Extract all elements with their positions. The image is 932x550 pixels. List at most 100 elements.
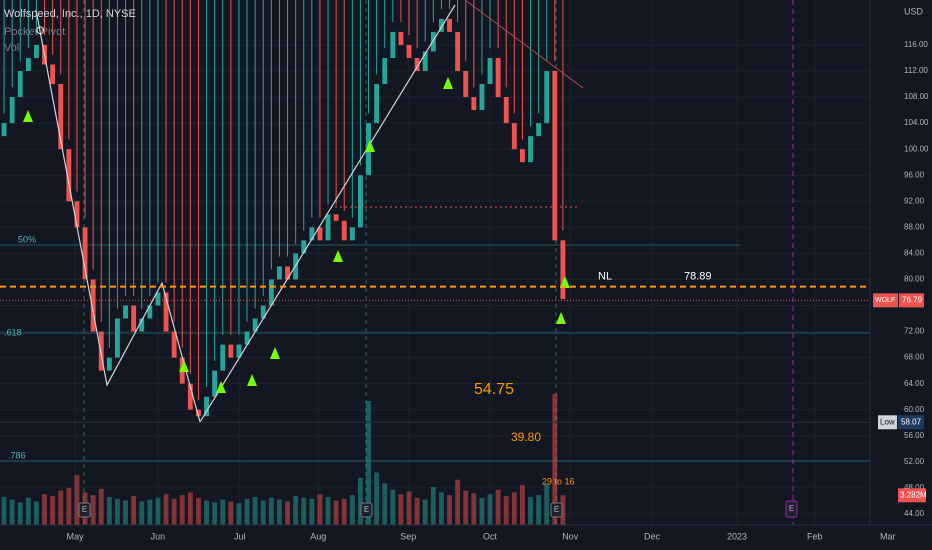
candle-body xyxy=(204,396,209,417)
volume-bar xyxy=(220,499,226,525)
volume-bar xyxy=(285,501,290,525)
grid xyxy=(0,0,889,525)
volume-bar xyxy=(66,487,72,525)
annotation: 39.80 xyxy=(511,430,541,444)
candle-body xyxy=(438,18,444,32)
volume-bar xyxy=(228,501,234,525)
candle-body xyxy=(390,31,396,58)
volume-bar xyxy=(495,489,501,525)
candle-body xyxy=(115,318,120,358)
volume-bar xyxy=(252,496,258,525)
volume-bar xyxy=(317,494,323,525)
y-tick-label: 100.00 xyxy=(904,144,929,153)
candle-body xyxy=(147,305,153,319)
volume-bar xyxy=(471,493,477,525)
candle-body xyxy=(82,227,88,280)
x-tick-label: Dec xyxy=(644,531,661,541)
levels: NL 78.89 xyxy=(0,271,870,423)
candle-body xyxy=(398,31,404,45)
candle-body xyxy=(98,331,104,371)
volume xyxy=(1,393,566,525)
candle-body xyxy=(212,370,218,397)
volume-bar xyxy=(447,495,452,525)
volume-bar xyxy=(123,500,128,525)
candle-body xyxy=(171,331,177,358)
volume-bar xyxy=(115,498,120,525)
volume-bar xyxy=(519,485,525,525)
y-tick-label: 92.00 xyxy=(904,196,925,205)
neckline-value: 78.89 xyxy=(684,271,712,283)
low-value-tag xyxy=(898,415,924,430)
volume-tag xyxy=(898,488,926,503)
earnings-marker-label: E xyxy=(364,505,369,514)
x-tick-label: May xyxy=(66,531,84,541)
pivot-marker xyxy=(179,360,189,372)
y-tick-label: 60.00 xyxy=(904,405,925,414)
fib-label: .618 xyxy=(4,327,22,337)
volume-bar xyxy=(179,495,185,525)
indicator-label: Vol xyxy=(4,42,19,54)
y-tick-label: 112.00 xyxy=(904,66,928,75)
pivot-marker xyxy=(560,276,570,288)
annotation: 29 to 16 xyxy=(542,476,575,486)
volume-bar xyxy=(131,496,137,525)
candle-body xyxy=(374,84,380,124)
candle-body xyxy=(503,97,509,124)
low-tag xyxy=(878,415,897,430)
volume-bar xyxy=(503,496,509,525)
candle-body xyxy=(430,31,436,52)
candle-body xyxy=(34,44,39,58)
volume-bar xyxy=(171,498,177,525)
x-tick-label: Jun xyxy=(151,531,166,541)
candle-body xyxy=(277,266,282,280)
symbol-tag xyxy=(873,293,898,308)
candle-body xyxy=(301,240,307,254)
candle-body xyxy=(58,84,64,150)
y-tick-label: 84.00 xyxy=(904,248,925,257)
volume-bar xyxy=(382,483,388,525)
y-tick-label: 116.00 xyxy=(904,40,928,49)
volume-bar xyxy=(155,497,161,525)
pivot-marker xyxy=(270,347,280,359)
candle-body xyxy=(252,318,258,332)
y-tick-label: 64.00 xyxy=(904,379,925,388)
candle-body xyxy=(220,344,226,371)
volume-bar xyxy=(309,498,315,525)
candle-body xyxy=(333,214,339,221)
volume-bar xyxy=(349,495,355,525)
candle-body xyxy=(244,331,250,345)
trendline xyxy=(35,4,456,424)
x-tick-label: Mar xyxy=(880,531,896,541)
y-tick-label: 108.00 xyxy=(904,92,929,101)
volume-bar xyxy=(544,483,550,525)
volume-bar xyxy=(74,475,80,525)
volume-bar xyxy=(455,479,461,525)
candle-body xyxy=(511,123,517,150)
candle-body xyxy=(131,305,137,332)
volume-bar xyxy=(358,477,363,525)
x-tick-label: Jul xyxy=(234,531,246,541)
candle-body xyxy=(341,220,347,241)
volume-bar xyxy=(147,499,153,525)
volume-bar xyxy=(196,497,201,525)
currency: USD xyxy=(904,6,924,16)
volume-bar xyxy=(528,496,533,525)
volume-bar xyxy=(42,494,47,525)
indicator-label: Pocket Pivot xyxy=(4,26,65,38)
annotation: 54.75 xyxy=(474,381,514,398)
earnings-marker xyxy=(78,502,91,518)
pivot-label: O xyxy=(36,25,45,37)
volume-bar xyxy=(25,497,31,525)
volume-bar xyxy=(552,393,558,525)
x-tick-label: Feb xyxy=(807,531,823,541)
volume-bar xyxy=(341,498,347,525)
candle-body xyxy=(155,292,161,306)
pivot-marker xyxy=(556,312,566,324)
earnings-markers: E E E E xyxy=(78,500,798,518)
y-tick-label: 80.00 xyxy=(904,275,925,284)
volume-bar xyxy=(333,500,339,525)
low-value-label: 58.07 xyxy=(901,417,922,426)
y-tick-label: 56.00 xyxy=(904,431,925,440)
x-tick-label: Oct xyxy=(483,531,498,541)
y-tick-label: 88.00 xyxy=(904,222,925,231)
